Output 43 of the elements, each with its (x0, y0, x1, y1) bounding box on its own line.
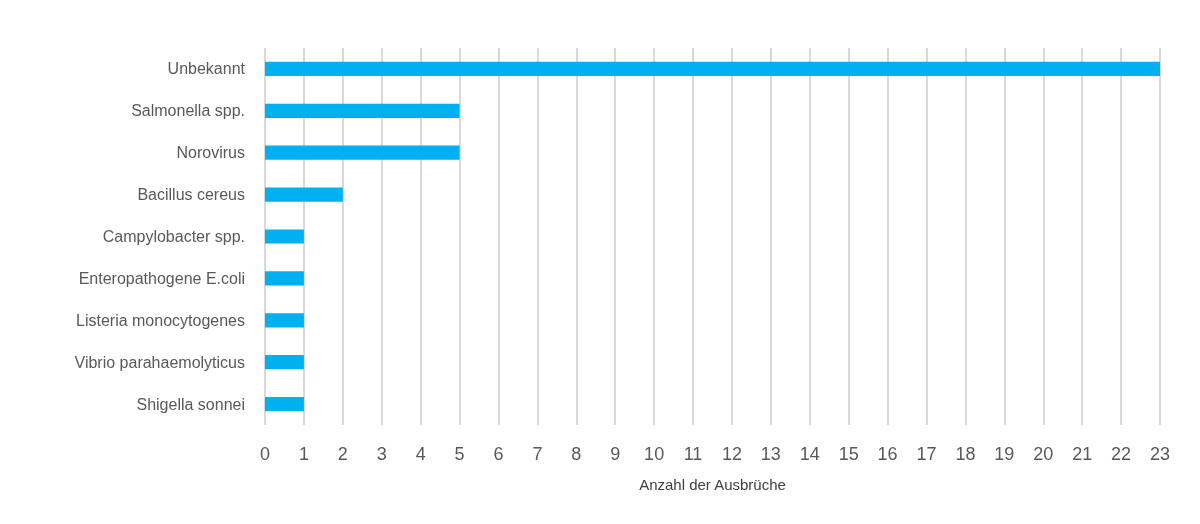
x-tick-label: 9 (610, 444, 621, 464)
bar (265, 355, 304, 370)
x-tick-label: 13 (760, 444, 781, 464)
x-tick-label: 7 (532, 444, 543, 464)
y-tick-label: Listeria monocytogenes (76, 311, 245, 329)
x-tick-label: 12 (721, 444, 742, 464)
y-tick-label: Bacillus cereus (137, 186, 245, 204)
bar (265, 396, 304, 412)
x-tick-label: 3 (376, 444, 387, 464)
x-tick-label: 6 (493, 444, 504, 464)
bar (265, 271, 304, 286)
x-tick-label: 19 (994, 444, 1015, 464)
y-tick-label: Salmonella spp. (131, 102, 245, 120)
y-tick-label: Norovirus (176, 144, 245, 162)
x-tick-label: 1 (298, 444, 309, 464)
y-tick-label: Shigella sonnei (136, 395, 245, 413)
bar (265, 145, 460, 160)
x-tick-label: 20 (1033, 444, 1054, 464)
x-tick-label: 18 (955, 444, 976, 464)
y-tick-label: Campylobacter spp. (102, 228, 245, 245)
x-tick-label: 21 (1072, 444, 1093, 464)
x-tick-label: 8 (571, 444, 582, 464)
x-tick-label: 22 (1111, 444, 1132, 464)
x-axis-title: Anzahl der Ausbrüche (639, 476, 786, 493)
x-tick-label: 23 (1149, 444, 1171, 464)
x-tick-label: 14 (799, 444, 820, 464)
x-tick-label: 0 (259, 444, 271, 464)
y-tick-label: Vibrio parahaemolyticus (74, 353, 245, 371)
bar (265, 313, 304, 328)
x-tick-label: 2 (337, 444, 348, 464)
y-tick-label: Enteropathogene E.coli (78, 269, 245, 287)
bar (265, 229, 304, 244)
x-tick-label: 16 (877, 444, 898, 464)
y-tick-label: Unbekannt (167, 60, 246, 78)
x-tick-label: 5 (454, 444, 465, 464)
bar (265, 103, 460, 118)
bar (265, 187, 343, 202)
x-tick-label: 17 (916, 444, 937, 464)
x-tick-label: 11 (683, 444, 703, 464)
bar (265, 61, 1160, 77)
x-tick-label: 15 (838, 444, 859, 464)
x-tick-label: 4 (415, 444, 426, 464)
x-tick-label: 10 (644, 444, 665, 464)
